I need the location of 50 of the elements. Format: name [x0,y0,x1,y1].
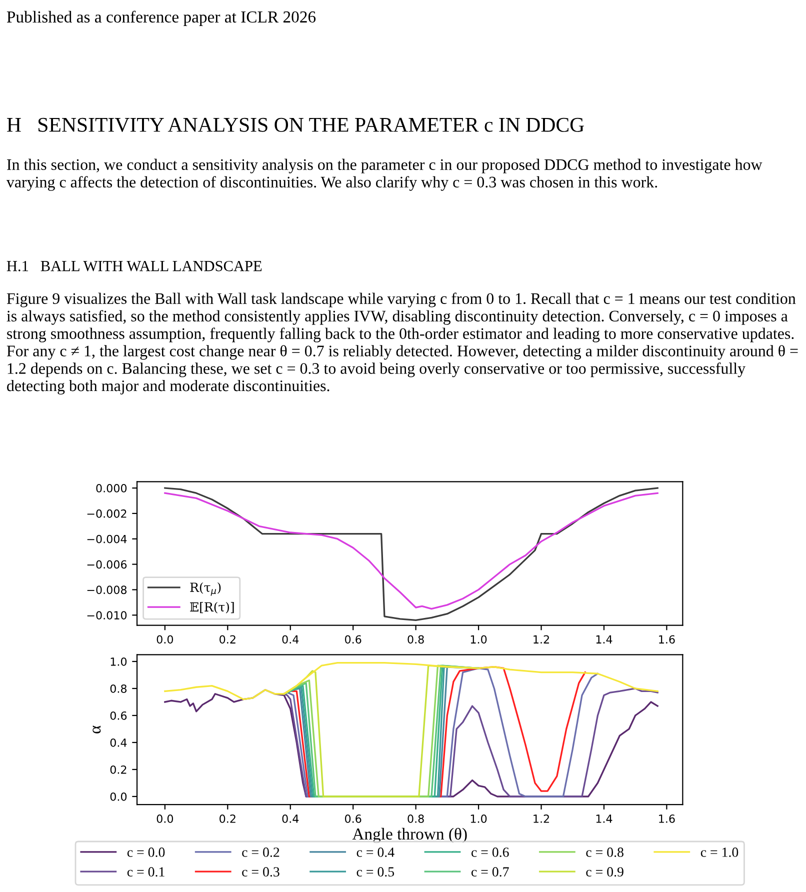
x-tick-label: 0.6 [344,635,362,644]
y-axis-title: α [92,726,101,734]
legend-label: c = 0.3 [242,867,280,877]
legend-label: c = 0.5 [356,867,394,877]
x-tick-label: 1.6 [659,814,675,823]
x-tick-label: 1.2 [534,814,549,823]
legend-label: c = 0.0 [127,848,165,857]
x-tick-label: 1.2 [534,635,549,644]
text: H.1 BALL WITH WALL LANDSCAPE [6,260,262,272]
legend-label: c = 0.8 [586,848,624,857]
x-tick-label: 0.2 [220,635,236,644]
x-tick-label: 0.4 [282,814,299,823]
legend-label: c = 0.1 [127,867,164,877]
legend-label: c = 0.9 [586,867,624,877]
y-tick-label: 0.2 [110,765,126,774]
x-tick-label: 1.0 [470,635,487,644]
legend-label: R(τ$_{μ}$) [190,582,221,596]
y-tick-label: 0.8 [110,684,127,693]
x-tick-label: 1.4 [596,635,612,644]
legend-label: c = 0.2 [242,848,280,857]
legend-label: 𝔼[R(τ)] [190,602,234,614]
y-tick-label: −0.006 [87,560,127,569]
x-tick-label: 0.6 [344,814,362,823]
x-tick-label: 1.0 [470,814,487,823]
y-tick-label: −0.008 [87,586,127,594]
y-tick-label: 0.6 [110,711,127,720]
x-tick-label: 0.0 [156,635,174,644]
y-tick-label: −0.010 [87,611,127,620]
y-tick-label: 0.000 [96,484,127,492]
y-tick-label: 0.4 [110,738,127,747]
legend-label: c = 0.6 [471,848,509,857]
x-axis-title: Angle thrown (θ) [352,828,467,844]
x-tick-label: 1.6 [659,635,675,644]
y-tick-label: 1.0 [110,657,127,666]
chart-title: H SENSITIVITY ANALYSIS ON THE PARAMETER c IN DDCG [7,118,584,132]
x-tick-label: 0.2 [220,814,236,823]
legend-label: c = 1.0 [700,848,738,857]
text: In this section, we conduct a sensitivity analysis on the parameter c in our proposed DDCG method to investigate how varying c affects the detection of discontinuities. We also clarify why c = 0.3 was chosen in this work. [6,158,762,191]
x-tick-label: 1.4 [596,814,612,823]
legend-label: c = 0.7 [471,867,509,877]
x-tick-label: 0.4 [282,635,299,644]
y-tick-label: −0.004 [87,534,127,544]
y-tick-label: 0.0 [110,792,127,801]
caption: Figure 9 visualizes the Ball with Wall task landscape while varying c from 0 to 1. Recall that c = 1 means our test condition is always satisfied, so the method consistently applies IVW, disabling discontinuity detection. Conversely, c = 0 imposes a strong smoothness assumption, frequently falling back to the 0th-order estimator and leading to more conservative updates. For any c ≠ 1, the largest cost change near θ = 0.7 is reliably detected. However, detecting a milder discontinuity around θ = 1.2 depends on c. Balancing these, we set c = 0.3 to avoid being overly conservative or too permissive, successfully detecting both major and moderate discontinuities. [6,292,798,394]
x-tick-label: 0.8 [408,814,424,823]
x-tick-label: 0.8 [408,635,424,644]
legend-label: c = 0.4 [356,848,394,857]
x-tick-label: 0.0 [156,814,174,823]
y-tick-label: −0.002 [87,509,126,518]
text: Published as a conference paper at ICLR 2026 [6,10,316,26]
